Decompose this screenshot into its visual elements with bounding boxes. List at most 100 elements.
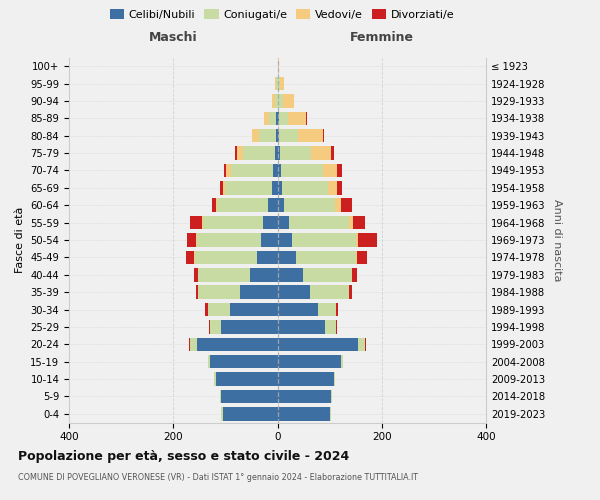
Bar bbox=[337, 302, 338, 316]
Bar bbox=[198, 268, 250, 281]
Bar bbox=[298, 129, 323, 142]
Bar bbox=[209, 320, 210, 334]
Text: Popolazione per età, sesso e stato civile - 2024: Popolazione per età, sesso e stato civil… bbox=[18, 450, 349, 463]
Bar bbox=[277, 216, 289, 230]
Bar bbox=[277, 338, 358, 351]
Bar bbox=[358, 338, 365, 351]
Bar bbox=[310, 286, 349, 299]
Bar bbox=[221, 407, 223, 420]
Bar bbox=[306, 112, 307, 125]
Bar bbox=[242, 146, 275, 160]
Bar bbox=[235, 146, 238, 160]
Bar bbox=[357, 250, 367, 264]
Bar bbox=[349, 286, 352, 299]
Bar bbox=[277, 355, 341, 368]
Bar bbox=[252, 129, 259, 142]
Bar bbox=[277, 198, 284, 212]
Bar bbox=[329, 407, 331, 420]
Bar bbox=[277, 320, 325, 334]
Bar bbox=[250, 268, 277, 281]
Bar bbox=[261, 233, 277, 247]
Bar bbox=[197, 233, 261, 247]
Bar bbox=[272, 181, 277, 194]
Bar bbox=[277, 112, 278, 125]
Bar bbox=[281, 181, 328, 194]
Y-axis label: Fasce di età: Fasce di età bbox=[14, 207, 25, 273]
Bar bbox=[205, 302, 208, 316]
Bar bbox=[353, 216, 365, 230]
Bar bbox=[259, 129, 276, 142]
Bar bbox=[269, 112, 277, 125]
Bar bbox=[278, 129, 298, 142]
Bar bbox=[356, 250, 357, 264]
Bar bbox=[208, 355, 210, 368]
Bar bbox=[277, 286, 310, 299]
Bar bbox=[257, 250, 277, 264]
Bar bbox=[302, 268, 352, 281]
Bar bbox=[323, 129, 325, 142]
Bar bbox=[275, 146, 277, 160]
Bar bbox=[328, 181, 337, 194]
Bar bbox=[190, 216, 202, 230]
Bar bbox=[194, 268, 198, 281]
Bar bbox=[277, 372, 334, 386]
Bar bbox=[210, 320, 221, 334]
Bar bbox=[202, 216, 203, 230]
Bar bbox=[335, 198, 341, 212]
Y-axis label: Anni di nascita: Anni di nascita bbox=[552, 198, 562, 281]
Bar bbox=[274, 164, 277, 177]
Bar bbox=[278, 94, 283, 108]
Bar bbox=[280, 77, 284, 90]
Bar bbox=[196, 286, 198, 299]
Bar bbox=[240, 286, 277, 299]
Bar bbox=[341, 355, 343, 368]
Bar bbox=[186, 250, 194, 264]
Bar bbox=[194, 250, 195, 264]
Bar bbox=[325, 320, 336, 334]
Bar bbox=[277, 390, 331, 403]
Bar bbox=[197, 338, 277, 351]
Bar bbox=[277, 129, 278, 142]
Legend: Celibi/Nubili, Coniugati/e, Vedovi/e, Divorziati/e: Celibi/Nubili, Coniugati/e, Vedovi/e, Di… bbox=[106, 6, 458, 23]
Bar bbox=[311, 146, 331, 160]
Bar bbox=[323, 164, 337, 177]
Bar bbox=[341, 198, 352, 212]
Bar bbox=[224, 164, 226, 177]
Bar bbox=[216, 372, 277, 386]
Bar bbox=[337, 164, 341, 177]
Bar bbox=[226, 164, 230, 177]
Bar bbox=[334, 372, 335, 386]
Bar bbox=[203, 216, 263, 230]
Bar bbox=[230, 164, 274, 177]
Bar bbox=[264, 112, 269, 125]
Bar bbox=[356, 233, 358, 247]
Bar bbox=[277, 60, 278, 73]
Bar bbox=[223, 407, 277, 420]
Bar bbox=[337, 181, 342, 194]
Bar bbox=[296, 250, 356, 264]
Bar bbox=[289, 216, 349, 230]
Bar bbox=[277, 302, 318, 316]
Bar bbox=[238, 146, 242, 160]
Bar bbox=[278, 112, 288, 125]
Bar bbox=[198, 286, 240, 299]
Bar bbox=[277, 77, 280, 90]
Bar bbox=[220, 181, 223, 194]
Bar bbox=[277, 146, 280, 160]
Bar bbox=[277, 164, 281, 177]
Bar bbox=[210, 355, 277, 368]
Bar bbox=[352, 268, 357, 281]
Bar bbox=[277, 407, 329, 420]
Text: Maschi: Maschi bbox=[149, 30, 197, 44]
Bar bbox=[187, 233, 196, 247]
Bar bbox=[221, 390, 277, 403]
Bar bbox=[226, 181, 272, 194]
Bar bbox=[275, 94, 277, 108]
Bar bbox=[284, 198, 335, 212]
Text: COMUNE DI POVEGLIANO VERONESE (VR) - Dati ISTAT 1° gennaio 2024 - Elaborazione T: COMUNE DI POVEGLIANO VERONESE (VR) - Dat… bbox=[18, 472, 418, 482]
Bar bbox=[190, 338, 197, 351]
Bar bbox=[281, 164, 323, 177]
Bar bbox=[277, 233, 292, 247]
Bar bbox=[223, 181, 226, 194]
Bar bbox=[196, 233, 197, 247]
